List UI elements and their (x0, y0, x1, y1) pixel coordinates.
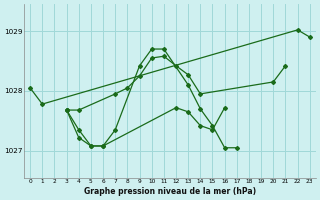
X-axis label: Graphe pression niveau de la mer (hPa): Graphe pression niveau de la mer (hPa) (84, 187, 256, 196)
